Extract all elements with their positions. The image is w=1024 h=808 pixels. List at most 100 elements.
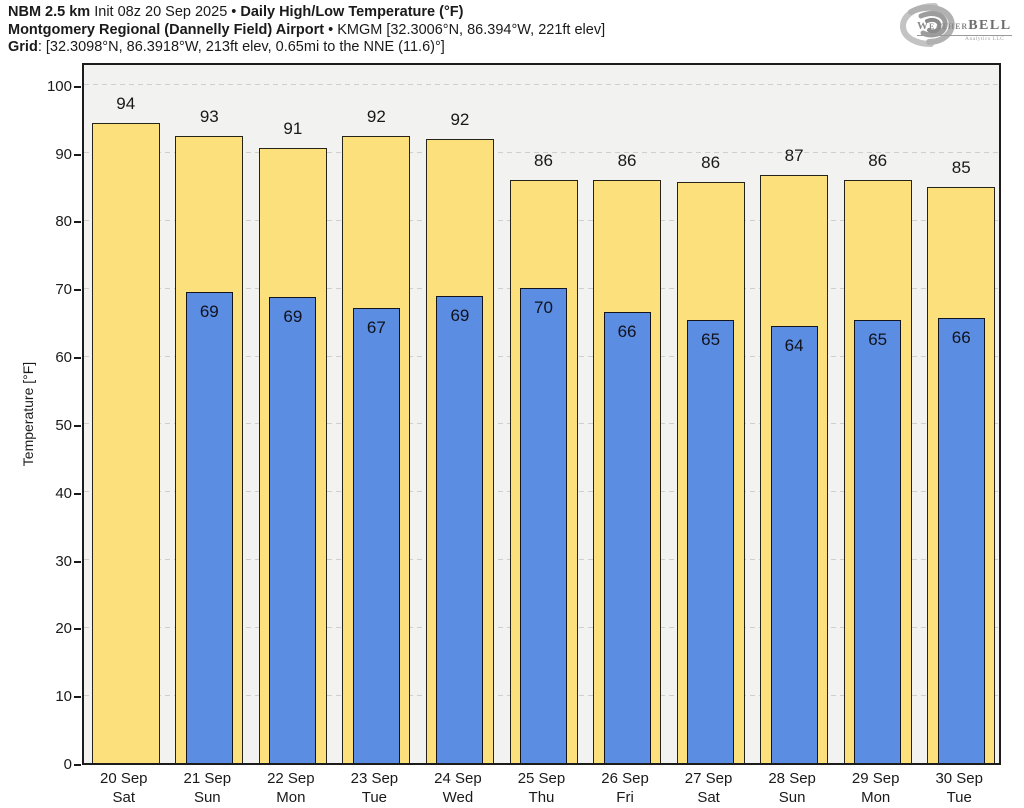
low-value-label: 65 xyxy=(701,330,721,350)
plot-area: 94 93 69 91 69 92 67 92 69 86 70 86 66 86 65 87 64 86 65 85… xyxy=(82,63,1001,765)
low-value-label: 66 xyxy=(617,321,637,341)
y-tick-mark-50 xyxy=(74,424,81,427)
low-bar-26-Sep xyxy=(603,311,651,763)
low-value-label: 69 xyxy=(283,307,303,327)
x-label-date: 21 Sep xyxy=(183,770,232,787)
y-tick-label-10: 10 xyxy=(55,688,72,706)
high-value-label: 87 xyxy=(784,145,804,165)
x-label-day: Wed xyxy=(442,789,474,806)
x-label-24-Sep: 24 Sep Wed xyxy=(416,769,500,807)
x-label-day: Tue xyxy=(946,789,972,806)
header-line-1: NBM 2.5 km Init 08z 20 Sep 2025 • Daily … xyxy=(8,4,605,22)
low-value-label: 70 xyxy=(534,298,553,318)
y-tick-mark-40 xyxy=(74,492,81,495)
y-tick-label-70: 70 xyxy=(55,281,72,299)
high-value-label: 86 xyxy=(701,153,721,173)
y-tick-label-30: 30 xyxy=(55,552,72,570)
high-value-label: 85 xyxy=(951,158,971,178)
high-value-label: 86 xyxy=(617,150,637,170)
x-label-date: 27 Sep xyxy=(684,770,733,787)
x-label-day: Sat xyxy=(697,789,720,806)
header-line-2: Montgomery Regional (Dannelly Field) Air… xyxy=(8,22,605,40)
y-tick-mark-60 xyxy=(74,357,81,360)
low-bar-21-Sep xyxy=(185,292,233,763)
x-label-day: Mon xyxy=(861,789,891,806)
x-label-day: Thu xyxy=(528,789,555,806)
x-label-30-Sep: 30 Sep Tue xyxy=(917,769,1001,807)
low-bar-29-Sep xyxy=(854,320,902,763)
chart-header: NBM 2.5 km Init 08z 20 Sep 2025 • Daily … xyxy=(8,4,605,57)
station-name: Montgomery Regional (Dannelly Field) Air… xyxy=(8,21,325,38)
low-value-label: 65 xyxy=(868,330,888,350)
low-bar-30-Sep xyxy=(937,318,985,763)
x-label-22-Sep: 22 Sep Mon xyxy=(249,769,333,807)
y-tick-mark-30 xyxy=(74,560,81,563)
separator-dot: • xyxy=(328,21,334,38)
y-tick-mark-70 xyxy=(74,289,81,292)
y-tick-label-20: 20 xyxy=(55,620,72,638)
low-value-label: 69 xyxy=(450,305,470,325)
x-label-date: 23 Sep xyxy=(350,770,399,787)
low-value-label: 66 xyxy=(951,328,971,348)
low-bar-24-Sep xyxy=(436,295,484,763)
logo-wordmark: WeatherBELL xyxy=(917,18,1012,36)
low-bar-22-Sep xyxy=(269,297,317,763)
y-tick-label-40: 40 xyxy=(55,484,72,502)
y-tick-label-100: 100 xyxy=(46,77,72,95)
x-label-27-Sep: 27 Sep Sat xyxy=(667,769,751,807)
y-tick-label-0: 0 xyxy=(63,756,72,773)
x-label-date: 26 Sep xyxy=(601,770,649,787)
model-name: NBM 2.5 km xyxy=(8,4,91,20)
x-label-date: 24 Sep xyxy=(434,770,482,787)
x-label-date: 25 Sep xyxy=(517,770,566,787)
header-line-3: Grid: [32.3098°N, 86.3918°W, 213ft elev,… xyxy=(8,39,605,57)
x-axis-labels: 20 Sep Sat 21 Sep Sun 22 Sep Mon 23 Sep Tue 24 S… xyxy=(82,769,1001,808)
low-bar-25-Sep xyxy=(520,288,567,763)
x-label-28-Sep: 28 Sep Sun xyxy=(750,769,834,807)
chart-title: Daily High/Low Temperature (°F) xyxy=(236,4,464,20)
grid-detail: : [32.3098°N, 86.3918°W, 213ft elev, 0.6… xyxy=(37,39,445,55)
hurricane-swirl-icon xyxy=(899,3,955,47)
y-tick-mark-80 xyxy=(74,221,81,224)
weatherbell-logo: WeatherBELL Analytics LLC xyxy=(891,2,1016,48)
x-label-day: Sun xyxy=(778,789,806,806)
low-bar-23-Sep xyxy=(352,307,400,763)
low-bar-27-Sep xyxy=(687,320,735,763)
y-tick-label-60: 60 xyxy=(55,349,72,367)
x-label-date: 28 Sep xyxy=(768,770,816,787)
gridline-90 xyxy=(84,152,999,154)
y-tick-mark-0 xyxy=(74,764,81,766)
y-tick-label-80: 80 xyxy=(55,213,72,231)
high-value-label: 94 xyxy=(116,93,136,113)
x-label-25-Sep: 25 Sep Thu xyxy=(500,769,584,807)
x-label-day: Mon xyxy=(276,789,306,806)
grid-label: Grid xyxy=(8,39,38,55)
x-label-day: Sun xyxy=(193,789,221,806)
high-value-label: 92 xyxy=(450,110,470,129)
high-bar-20-Sep xyxy=(91,122,160,763)
low-bar-28-Sep xyxy=(770,325,818,763)
station-detail: KMGM [32.3006°N, 86.394°W, 221ft elev] xyxy=(333,21,606,38)
logo-weather-text: Weather xyxy=(917,20,969,32)
y-axis-title: Temperature [°F] xyxy=(20,361,36,467)
init-time: Init 08z 20 Sep 2025 xyxy=(90,4,232,20)
y-tick-label-90: 90 xyxy=(55,145,72,163)
low-value-label: 67 xyxy=(366,317,386,337)
y-tick-mark-100 xyxy=(74,85,81,88)
low-value-label: 69 xyxy=(199,302,219,322)
y-tick-label-50: 50 xyxy=(55,416,72,434)
high-value-label: 91 xyxy=(283,118,303,138)
x-label-29-Sep: 29 Sep Mon xyxy=(834,769,918,807)
separator-dot: • xyxy=(231,4,237,20)
x-label-20-Sep: 20 Sep Sat xyxy=(82,769,166,807)
x-label-date: 20 Sep xyxy=(99,770,148,787)
gridline-100 xyxy=(84,84,999,86)
x-label-day: Tue xyxy=(361,789,388,806)
high-value-label: 93 xyxy=(199,106,219,126)
x-label-date: 30 Sep xyxy=(935,770,983,787)
y-tick-mark-20 xyxy=(74,628,81,631)
x-label-21-Sep: 21 Sep Sun xyxy=(166,769,250,807)
high-value-label: 92 xyxy=(366,107,386,127)
high-value-label: 86 xyxy=(534,150,553,170)
